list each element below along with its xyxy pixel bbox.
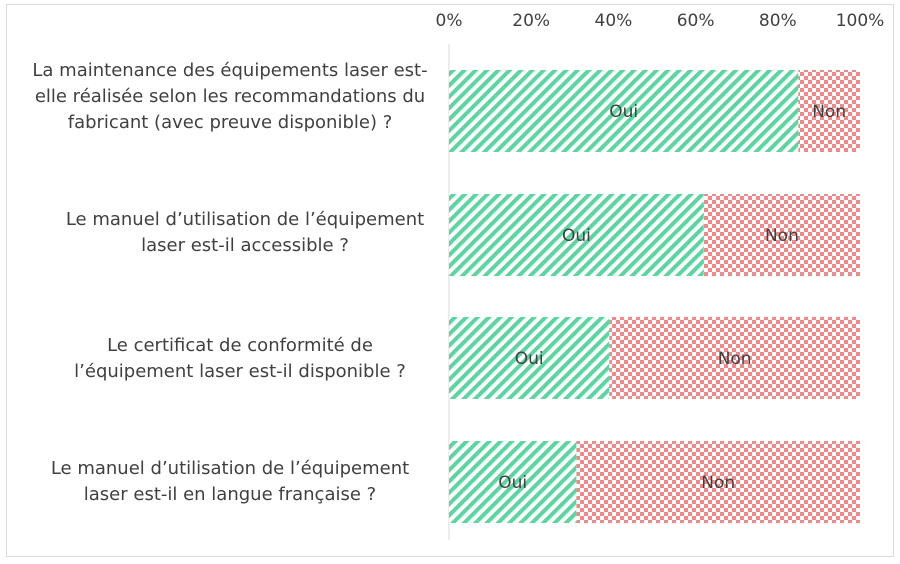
data-label-oui: Oui <box>515 349 544 369</box>
x-tick-label: 60% <box>677 11 715 31</box>
x-axis-ticks: 0% 20% 40% 60% 80% 100% <box>436 11 885 31</box>
category-label: Le manuel d’utilisation de l’équipement … <box>65 209 425 256</box>
bar-oui <box>449 441 577 523</box>
category-label: La maintenance des équipements laser est… <box>32 60 428 133</box>
bar-oui <box>449 194 704 276</box>
category-label: Le certificat de conformité de l’équipem… <box>74 335 406 382</box>
data-label-oui: Oui <box>562 226 591 246</box>
data-label-non: Non <box>701 473 735 493</box>
bar-non <box>703 194 860 276</box>
bars-group: Oui Non Oui Non Oui Non Oui Non <box>449 70 860 523</box>
data-label-non: Non <box>812 102 846 122</box>
bar-non <box>798 70 860 152</box>
bar-oui <box>449 317 610 399</box>
bar-non <box>576 441 860 523</box>
category-label: Le manuel d’utilisation de l’équipement … <box>50 458 410 505</box>
bar-oui <box>449 70 799 152</box>
x-tick-label: 20% <box>512 11 550 31</box>
data-label-non: Non <box>765 226 799 246</box>
bar-non <box>609 317 860 399</box>
data-label-oui: Oui <box>609 102 638 122</box>
data-label-non: Non <box>718 349 752 369</box>
data-label-oui: Oui <box>498 473 527 493</box>
x-tick-label: 80% <box>759 11 797 31</box>
x-tick-label: 40% <box>595 11 633 31</box>
x-tick-label: 100% <box>836 11 885 31</box>
x-tick-label: 0% <box>436 11 463 31</box>
